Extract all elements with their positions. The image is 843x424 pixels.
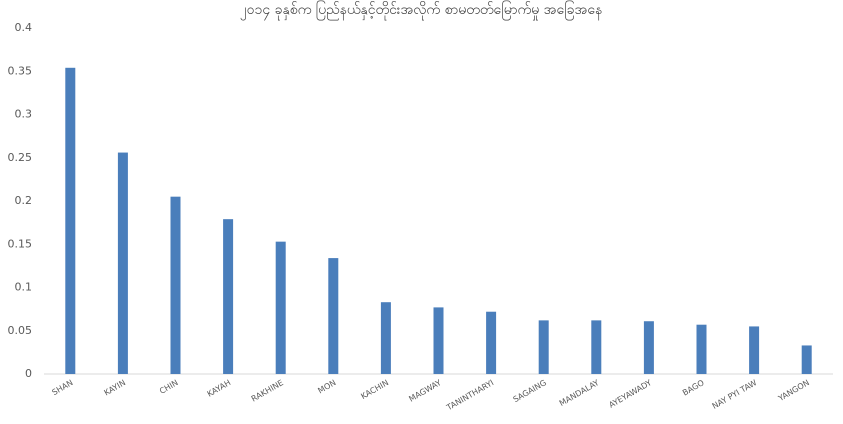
x-tick-label: KAYIN [103,378,128,397]
bar [65,67,76,374]
x-tick-label: YANGON [776,378,811,403]
x-tick-label: AYEYAWADY [607,378,653,410]
x-tick-label: RAKHINE [250,378,285,403]
y-tick-label: 0.2 [15,194,33,207]
x-tick-label: MAGWAY [407,378,442,404]
bar [275,241,286,374]
bar [223,219,234,374]
bar [170,196,181,374]
x-tick-label: NAY PYI TAW [711,378,759,411]
x-tick-label: CHIN [158,378,180,396]
x-tick-label: BAGO [681,378,706,397]
bar [801,345,812,374]
x-tick-label: MON [316,378,337,395]
bar [538,320,549,374]
y-tick-label: 0.05 [8,324,33,337]
bar [328,258,339,374]
bar [486,311,497,374]
y-tick-label: 0.4 [15,21,33,34]
bar [749,326,760,374]
x-tick-label: MANDALAY [558,378,601,408]
y-tick-label: 0.1 [15,281,33,294]
x-tick-label: KACHIN [359,378,390,401]
x-tick-label: SHAN [51,378,75,397]
y-tick-label: 0.35 [8,64,33,77]
y-tick-label: 0.15 [8,237,33,250]
bar [433,307,444,374]
chart-title: ၂၀၁၄ ခုနှစ်က ပြည်နယ်နှင့်တိုင်းအလိုက် စာ… [240,1,603,20]
bar [696,324,707,374]
bar [591,320,602,374]
bar [380,302,391,374]
y-tick-label: 0 [25,367,32,380]
x-tick-label: TANINTHARYI [444,378,495,413]
bar [643,321,654,374]
x-tick-label: SAGAING [512,378,548,404]
x-tick-label: KAYAH [206,378,233,399]
y-tick-label: 0.25 [8,151,33,164]
y-tick-label: 0.3 [15,108,33,121]
bar [117,152,128,374]
